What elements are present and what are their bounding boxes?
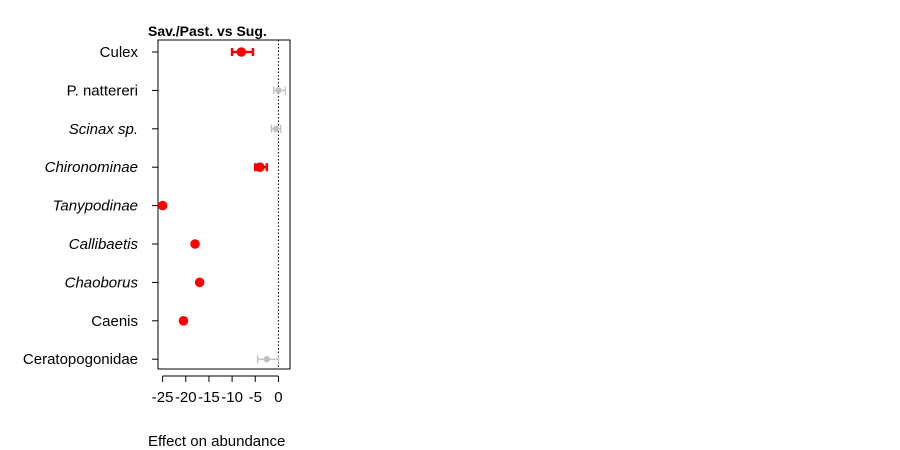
category-label: Tanypodinae <box>53 198 138 215</box>
estimate-point <box>236 47 247 57</box>
x-tick-label: -15 <box>198 389 220 406</box>
estimate-point <box>194 277 205 288</box>
category-label: Callibaetis <box>69 236 139 253</box>
x-axis-label: Effect on abundance <box>148 433 285 450</box>
plot-frame <box>157 39 291 370</box>
estimate-point <box>255 162 265 172</box>
category-label: Culex <box>100 44 139 61</box>
estimate-point <box>272 125 280 132</box>
estimate-point <box>178 316 189 326</box>
category-label: Ceratopogonidae <box>23 351 138 368</box>
estimate-point <box>263 356 271 363</box>
chart-title: Sav./Past. vs Sug. <box>148 23 267 39</box>
x-tick-label: -20 <box>175 389 197 406</box>
category-label: Caenis <box>91 313 138 330</box>
estimate-point <box>275 87 282 94</box>
category-label: Scinax sp. <box>69 121 138 138</box>
x-tick-label: -10 <box>221 389 243 406</box>
category-label: Chaoborus <box>65 274 139 291</box>
x-tick-label: -25 <box>152 389 174 406</box>
category-label: P. nattereri <box>67 82 138 99</box>
estimate-point <box>190 239 200 249</box>
x-tick-label: 0 <box>274 389 282 406</box>
category-label: Chironominae <box>45 159 138 176</box>
estimate-point <box>157 200 168 211</box>
x-tick-label: -5 <box>249 389 262 406</box>
